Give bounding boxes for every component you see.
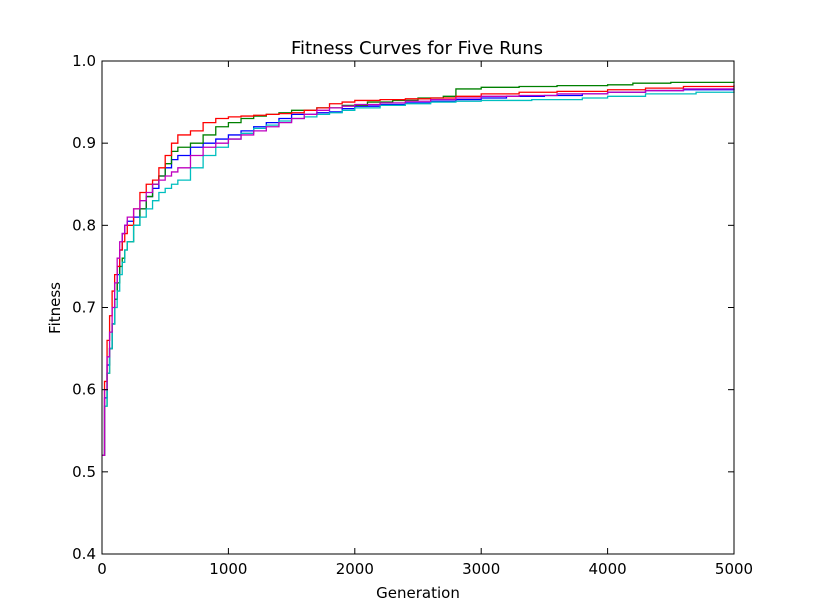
series-line-1: [102, 88, 735, 457]
x-tick-label: 1000: [209, 560, 247, 578]
y-tick-label: 1.0: [72, 52, 96, 70]
y-axis-label: Fitness: [46, 282, 64, 334]
x-tick-label: 0: [97, 560, 107, 578]
series-line-5: [102, 87, 735, 457]
x-axis-label: Generation: [376, 584, 460, 602]
y-tick-label: 0.5: [72, 463, 96, 481]
chart-title: Fitness Curves for Five Runs: [291, 38, 543, 59]
series-line-3: [102, 84, 735, 457]
plot-frame: [101, 60, 735, 555]
y-tick-label: 0.6: [72, 381, 96, 399]
y-tick-label: 0.7: [72, 299, 96, 317]
y-tick-label: 0.4: [72, 545, 96, 563]
series-layer: [102, 81, 735, 457]
y-tick-label: 0.8: [72, 216, 96, 234]
x-tick-label: 4000: [589, 560, 627, 578]
x-tick-label: 3000: [462, 560, 500, 578]
series-line-2: [102, 81, 735, 457]
y-tick-label: 0.9: [72, 134, 96, 152]
ticks-layer: 0 1000 2000 3000 4000 5000 0.4 0.5 0.6 0.7 0.8 0.9 1…: [72, 52, 753, 578]
series-line-4: [102, 91, 735, 457]
x-tick-label: 2000: [336, 560, 374, 578]
x-tick-label: 5000: [715, 560, 753, 578]
